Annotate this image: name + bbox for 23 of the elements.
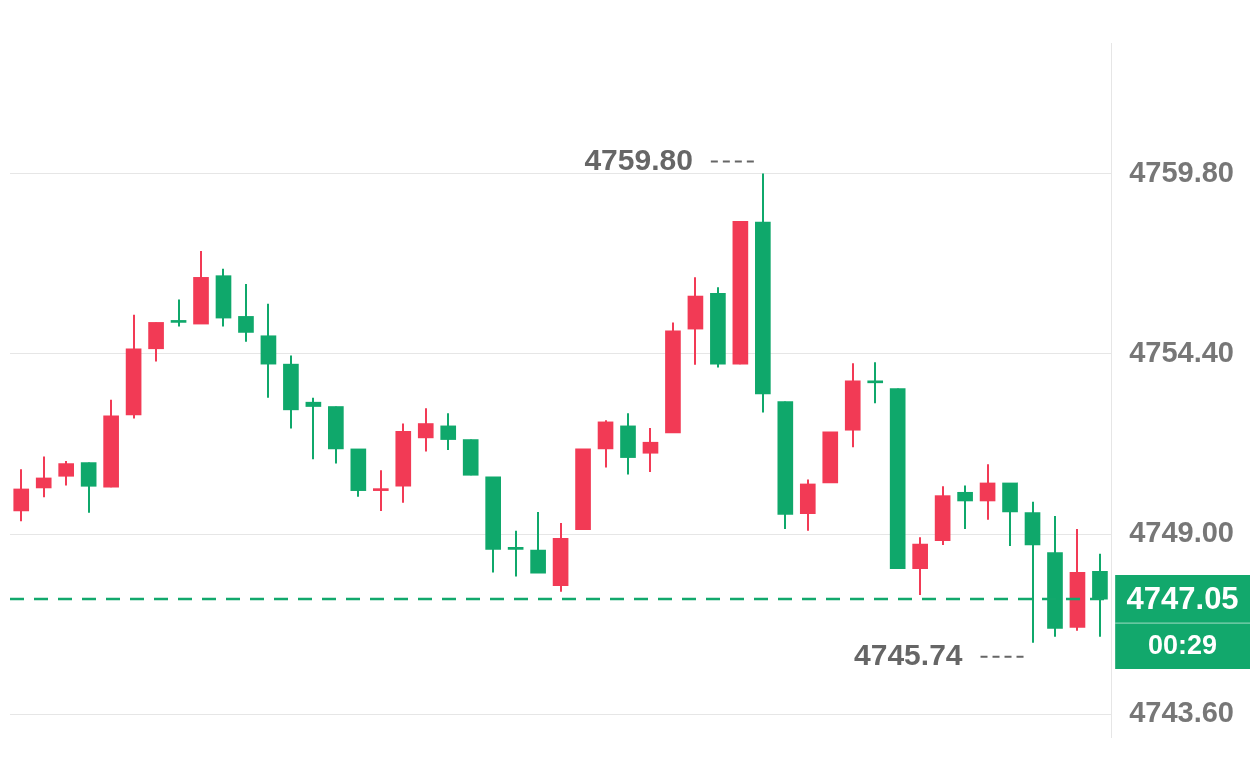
candlestick	[238, 283, 254, 343]
candlestick	[440, 412, 457, 451]
y-tick-label: 4743.60	[1129, 696, 1234, 729]
candlestick	[170, 298, 187, 328]
candlestick	[867, 361, 884, 405]
candlestick	[507, 529, 524, 578]
candlestick	[417, 407, 434, 453]
candlestick	[979, 463, 996, 521]
candlestick	[305, 396, 322, 461]
candlestick	[530, 510, 546, 575]
candlestick	[58, 459, 75, 487]
y-tick-label: 4759.80	[1129, 155, 1234, 188]
candlestick	[13, 468, 30, 523]
candlestick	[372, 469, 389, 512]
annotation: 4745.74	[854, 638, 963, 672]
candlestick	[35, 455, 52, 499]
candlestick	[957, 484, 973, 531]
annotation: 4759.80	[584, 142, 693, 176]
ref-line-label: 4747.05	[1126, 580, 1239, 616]
y-tick-label: 4754.40	[1129, 335, 1234, 368]
candlestick	[642, 426, 659, 473]
y-tick-label: 4749.00	[1129, 516, 1234, 549]
text: 00:29	[1148, 629, 1218, 660]
